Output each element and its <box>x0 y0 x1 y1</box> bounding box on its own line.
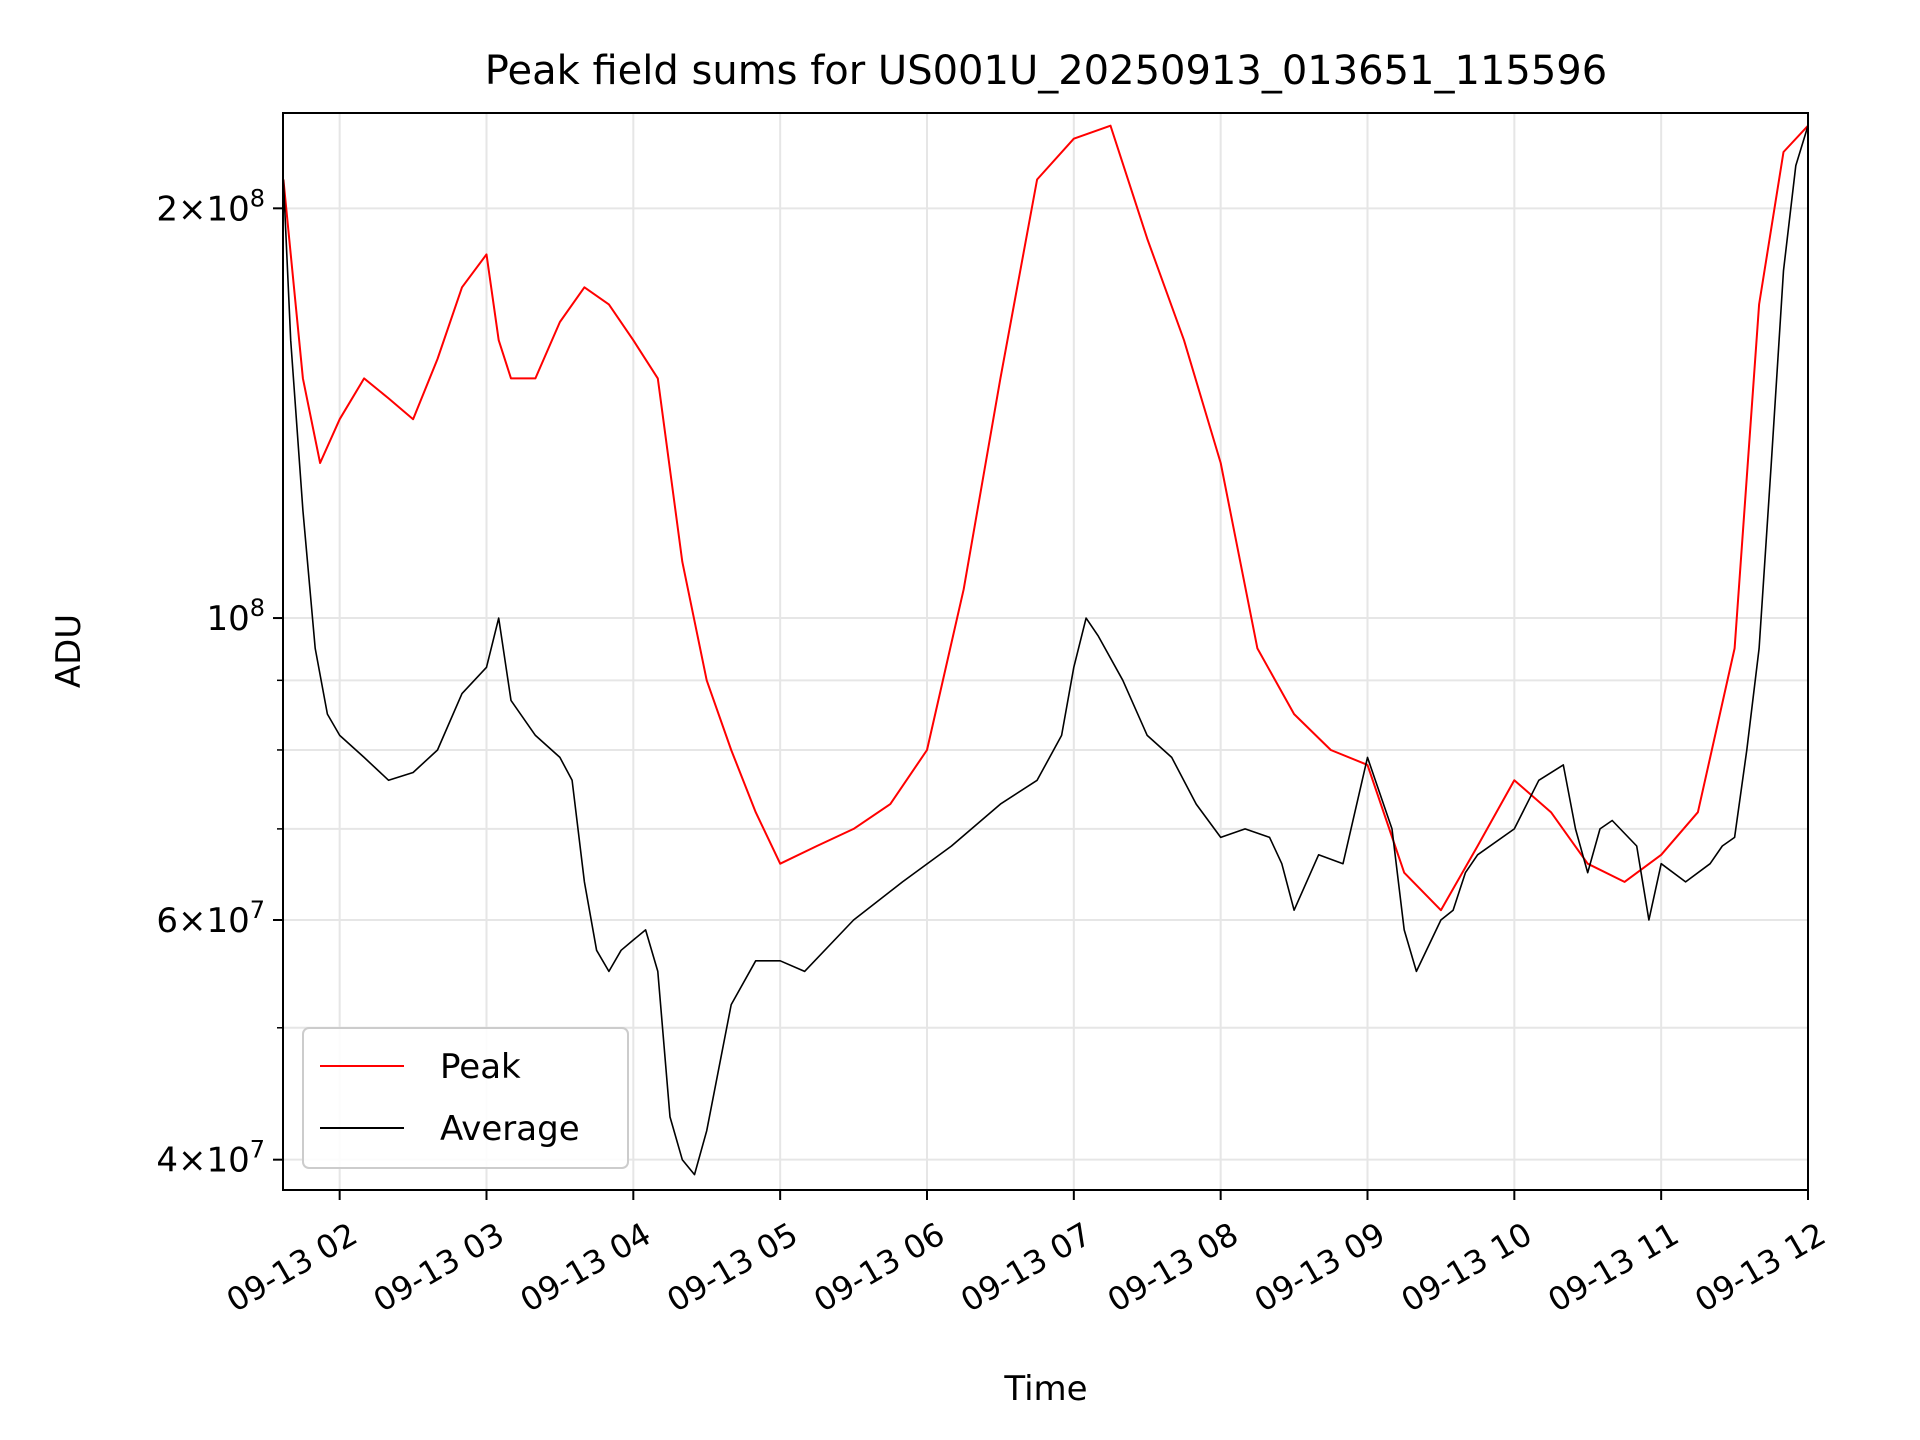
series-line-peak <box>282 124 1809 912</box>
chart-title: Peak field sums for US001U_20250913_0136… <box>485 48 1607 94</box>
series-layer <box>282 124 1809 1176</box>
y-tick-label: 2×108 <box>156 184 265 229</box>
plot-frame <box>282 112 1809 1191</box>
y-tick-label: 6×107 <box>156 896 265 941</box>
series-line-average <box>282 125 1809 1176</box>
legend-label-peak: Peak <box>440 1047 521 1087</box>
legend: Peak Average <box>302 1027 629 1169</box>
legend-label-average: Average <box>440 1109 580 1149</box>
legend-box <box>302 1027 629 1169</box>
y-tick-label: 108 <box>206 594 265 639</box>
y-axis-label: ADU <box>49 614 89 688</box>
x-axis-label: Time <box>1003 1369 1087 1409</box>
y-axis: 4×107 6×107 108 2×108 <box>156 184 283 1181</box>
y-tick-label: 4×107 <box>156 1136 265 1181</box>
